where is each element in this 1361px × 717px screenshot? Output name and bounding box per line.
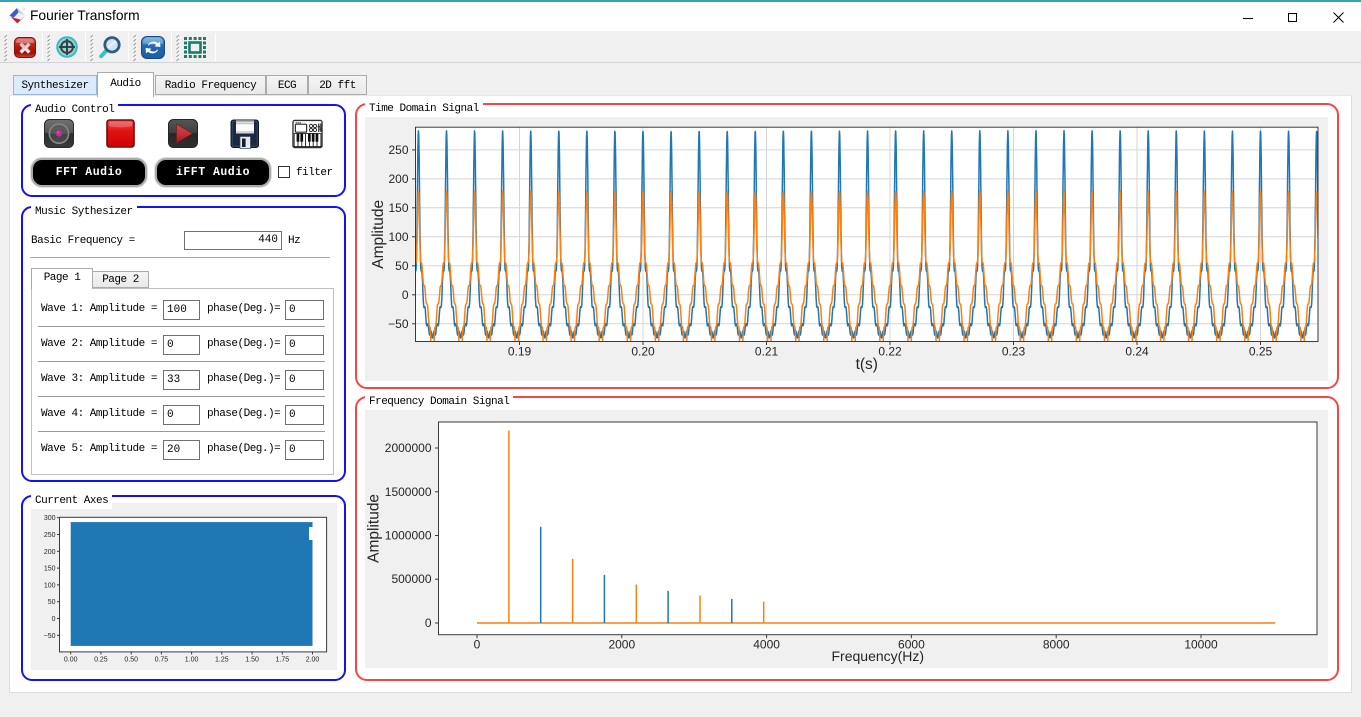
svg-text:200: 200 [44,549,56,556]
svg-text:300: 300 [44,515,56,522]
svg-text:t(s): t(s) [856,356,878,373]
svg-text:0.25: 0.25 [1249,345,1273,359]
svg-text:50: 50 [48,599,56,606]
svg-text:0: 0 [402,288,409,302]
svg-text:0.21: 0.21 [755,345,779,359]
svg-text:0.22: 0.22 [878,345,902,359]
svg-text:6000: 6000 [898,638,925,652]
svg-text:10000: 10000 [1184,638,1218,652]
svg-text:−50: −50 [44,633,56,640]
svg-text:0.50: 0.50 [124,656,138,663]
svg-text:2000: 2000 [608,638,635,652]
svg-text:100: 100 [44,582,56,589]
svg-text:150: 150 [44,566,56,573]
svg-text:0.25: 0.25 [94,656,108,663]
svg-text:Amplitude: Amplitude [370,200,387,269]
svg-text:0.75: 0.75 [155,656,169,663]
svg-text:Frequency(Hz): Frequency(Hz) [832,648,925,664]
svg-text:0.19: 0.19 [508,345,532,359]
svg-text:4000: 4000 [753,638,780,652]
svg-text:2.00: 2.00 [306,656,320,663]
svg-text:1.75: 1.75 [275,656,289,663]
svg-text:0.00: 0.00 [64,656,78,663]
svg-text:250: 250 [44,532,56,539]
svg-text:250: 250 [388,143,408,157]
svg-text:0.23: 0.23 [1002,345,1026,359]
svg-text:0.24: 0.24 [1125,345,1149,359]
svg-text:1.00: 1.00 [185,656,199,663]
svg-text:Amplitude: Amplitude [366,494,383,563]
svg-text:0: 0 [425,616,432,630]
svg-text:0: 0 [52,616,56,623]
svg-text:1500000: 1500000 [385,485,432,499]
svg-text:2000000: 2000000 [385,441,432,455]
svg-text:8000: 8000 [1043,638,1070,652]
svg-text:500000: 500000 [391,572,431,586]
svg-text:1000000: 1000000 [385,529,432,543]
svg-text:0.20: 0.20 [631,345,655,359]
svg-text:100: 100 [388,230,408,244]
svg-text:1.25: 1.25 [215,656,229,663]
svg-text:−50: −50 [388,317,409,331]
svg-text:150: 150 [388,201,408,215]
svg-text:200: 200 [388,172,408,186]
svg-text:0: 0 [474,638,481,652]
svg-text:50: 50 [395,259,409,273]
svg-text:1.50: 1.50 [245,656,259,663]
